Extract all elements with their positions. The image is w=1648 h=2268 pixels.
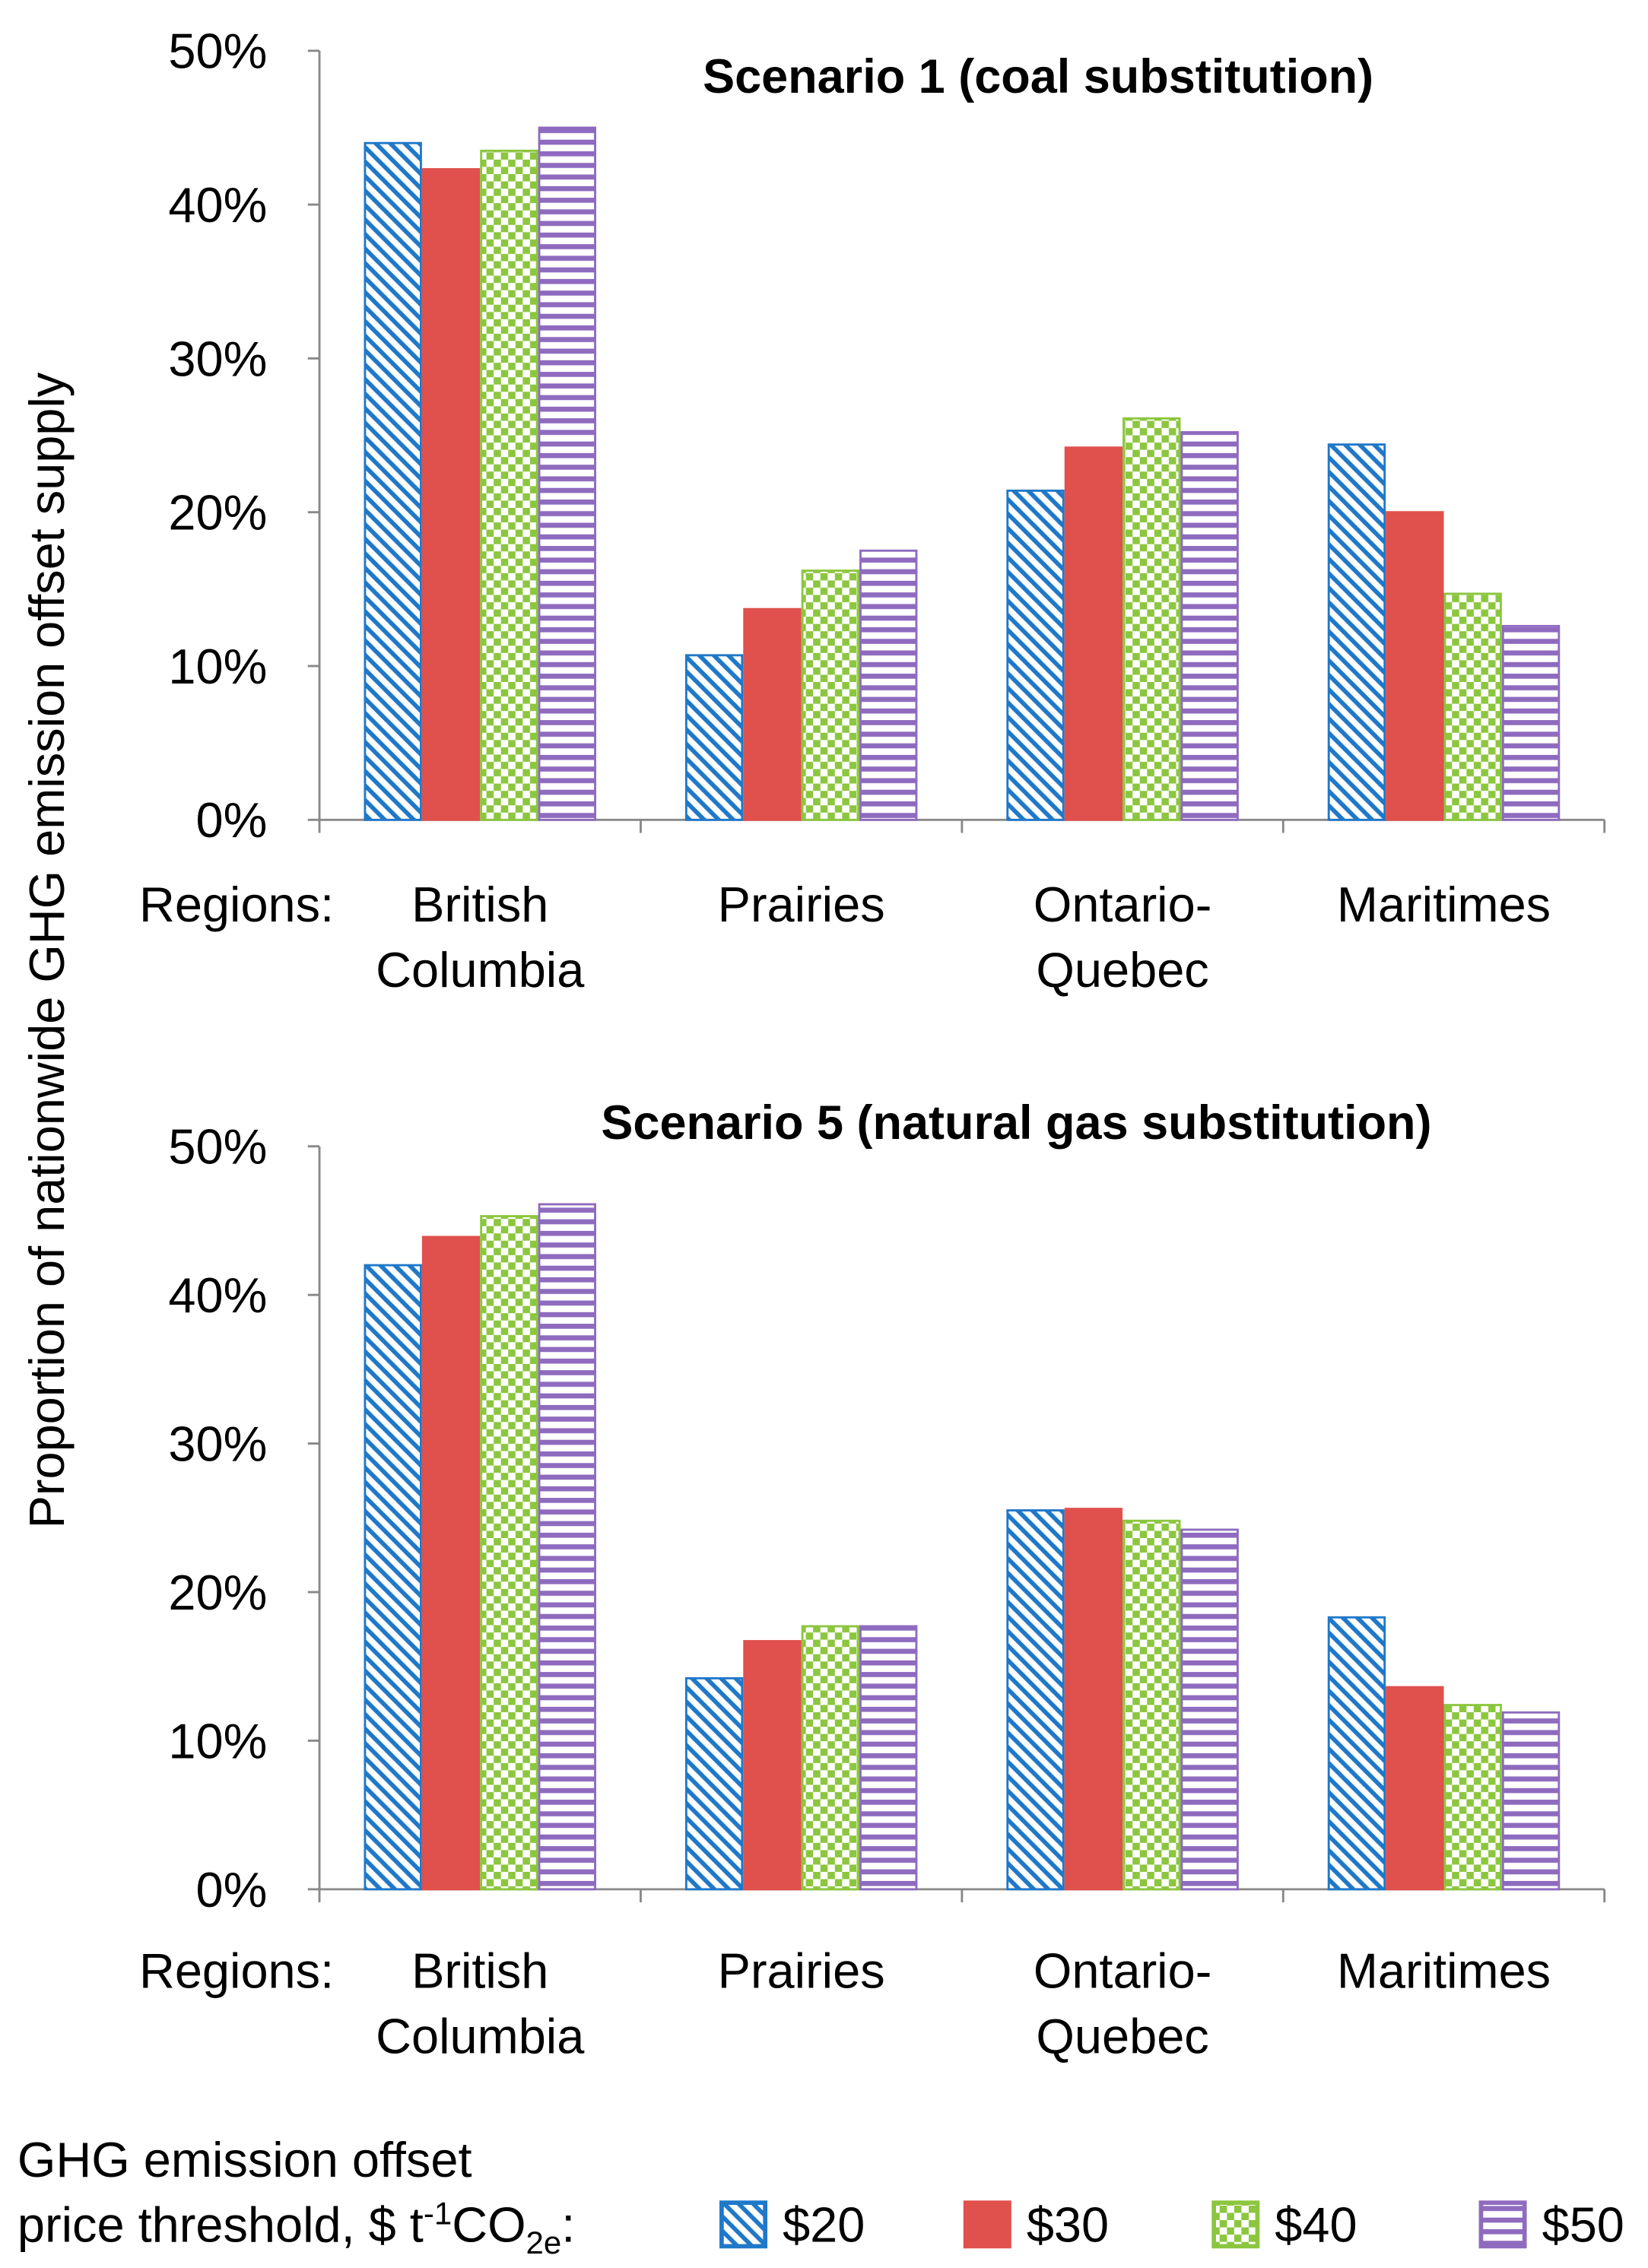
- x-tick-label: Maritimes: [1337, 1943, 1551, 1999]
- bar: [364, 1264, 422, 1891]
- bar: [684, 1676, 744, 1891]
- bar: [1122, 417, 1181, 821]
- bar: [1180, 431, 1239, 821]
- y-tick-label: 50%: [168, 1119, 267, 1175]
- bar: [1327, 443, 1386, 821]
- bar: [743, 607, 802, 821]
- y-tick-label: 0%: [195, 792, 267, 848]
- bar: [421, 168, 481, 821]
- bar: [1443, 1704, 1502, 1891]
- x-tick-label: British: [411, 877, 548, 932]
- legend-label: $30: [1027, 2197, 1109, 2253]
- y-tick-label: 40%: [168, 1267, 267, 1323]
- legend-title: GHG emission offset: [17, 2132, 472, 2187]
- x-axis-label: Regions:: [139, 877, 334, 932]
- bar: [480, 149, 538, 821]
- bar: [859, 549, 918, 821]
- bar: [538, 126, 596, 821]
- legend-swatch: [1211, 2200, 1260, 2249]
- legend-label: $40: [1275, 2197, 1357, 2253]
- legend-title: price threshold, $ t-1CO2e:: [17, 2196, 575, 2260]
- bar: [801, 569, 860, 821]
- bar: [684, 654, 744, 821]
- y-tick-label: 30%: [168, 1416, 267, 1471]
- legend-title-part: price threshold, $ t: [17, 2197, 424, 2253]
- x-tick-label: Prairies: [718, 1943, 885, 1999]
- bar: [480, 1215, 538, 1891]
- bar: [1327, 1616, 1386, 1891]
- chart-title: Scenario 5 (natural gas substitution): [601, 1096, 1431, 1150]
- legend-title-part: :: [561, 2197, 575, 2253]
- bar: [1501, 624, 1561, 821]
- x-axis-label: Regions:: [139, 1943, 334, 1999]
- legend-label: $50: [1542, 2197, 1624, 2253]
- bar: [1064, 446, 1123, 821]
- x-tick-label: Columbia: [376, 942, 585, 998]
- bar: [1122, 1519, 1181, 1891]
- chart-title: Scenario 1 (coal substitution): [703, 50, 1373, 103]
- bar: [1180, 1528, 1239, 1891]
- legend-title-part: CO: [452, 2197, 526, 2253]
- bar: [1501, 1711, 1561, 1891]
- y-tick-label: 20%: [168, 485, 267, 541]
- y-tick-label: 10%: [168, 1713, 267, 1768]
- y-tick-label: 10%: [168, 639, 267, 694]
- x-tick-label: Quebec: [1036, 942, 1208, 998]
- legend-swatch: [963, 2200, 1011, 2249]
- x-tick-label: Prairies: [718, 877, 885, 932]
- bar: [743, 1640, 802, 1891]
- bar: [1006, 1509, 1065, 1891]
- y-tick-label: 40%: [168, 177, 267, 233]
- y-tick-label: 50%: [168, 24, 267, 79]
- x-tick-label: Ontario-: [1034, 877, 1211, 932]
- bar: [1064, 1508, 1123, 1891]
- legend-swatch: [719, 2200, 768, 2249]
- x-tick-label: Maritimes: [1337, 877, 1551, 932]
- bar: [801, 1625, 860, 1891]
- y-tick-label: 20%: [168, 1565, 267, 1620]
- y-tick-label: 0%: [195, 1862, 267, 1917]
- bar: [538, 1203, 596, 1891]
- bar: [1386, 1686, 1444, 1891]
- bar: [1443, 592, 1502, 821]
- x-tick-label: Columbia: [376, 2009, 585, 2064]
- y-axis-label: Proportion of nationwide GHG emission of…: [19, 372, 75, 1528]
- legend-swatch: [1478, 2200, 1527, 2249]
- x-tick-label: Quebec: [1036, 2009, 1208, 2064]
- bar: [1386, 511, 1444, 821]
- bar: [1006, 489, 1065, 821]
- bar: [421, 1236, 481, 1891]
- legend-label: $20: [783, 2197, 865, 2253]
- y-tick-label: 30%: [168, 331, 267, 386]
- x-tick-label: British: [411, 1943, 548, 1999]
- legend-title-sub: 2e: [526, 2225, 562, 2260]
- legend-title-sup: -1: [424, 2196, 452, 2232]
- x-tick-label: Ontario-: [1034, 1943, 1211, 1999]
- bar: [364, 141, 422, 821]
- bar: [859, 1625, 918, 1891]
